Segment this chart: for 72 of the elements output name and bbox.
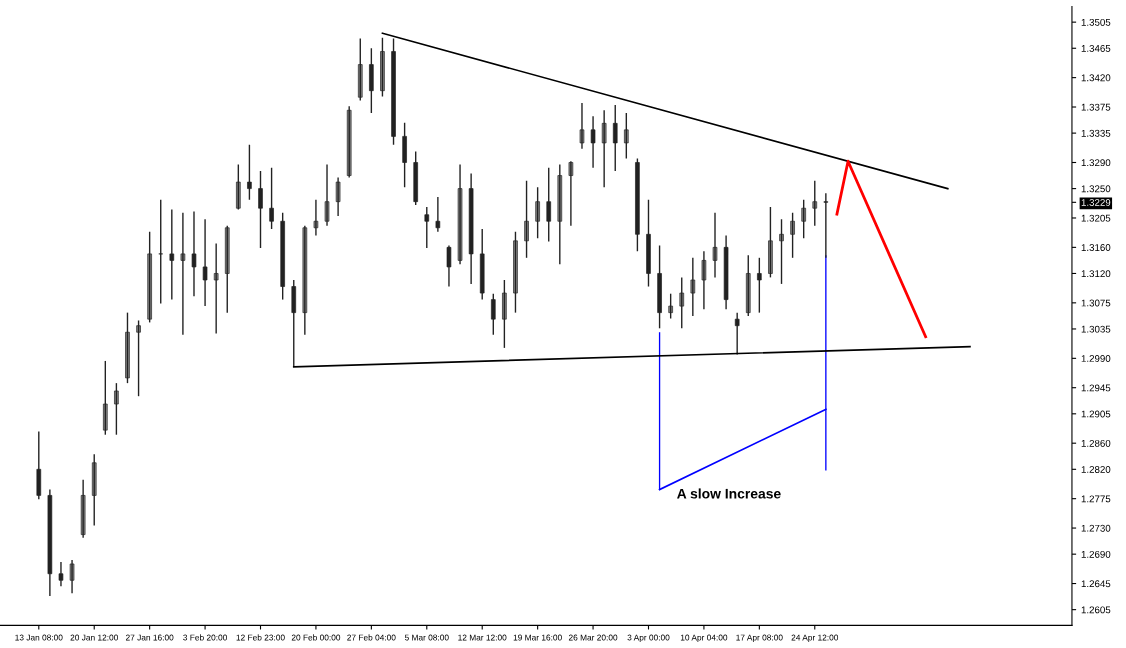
candlestick — [236, 163, 241, 211]
candlestick — [668, 293, 673, 320]
y-tick-label: 1.3205 — [1081, 214, 1111, 222]
candlestick — [624, 112, 629, 160]
candlestick — [812, 180, 818, 227]
candlestick — [579, 102, 585, 150]
x-tick-label: 13 Jan 08:00 — [15, 634, 63, 641]
candlestick — [158, 199, 164, 305]
y-tick-label: 1.3465 — [1081, 44, 1111, 52]
candlestick — [269, 167, 274, 230]
x-tick-label: 27 Feb 04:00 — [347, 634, 396, 641]
candlestick — [546, 167, 552, 243]
x-tick-label: 20 Feb 00:00 — [291, 634, 341, 641]
candlestick — [823, 192, 829, 259]
candlestick — [479, 228, 485, 301]
x-tick-label: 17 Apr 08:00 — [736, 634, 783, 643]
x-tick-label: 19 Mar 16:00 — [513, 634, 562, 641]
y-tick-label: 1.3120 — [1081, 270, 1111, 278]
y-tick-label: 1.3229 — [1081, 199, 1111, 206]
candlestick — [114, 382, 119, 436]
annotation: A slow Increase — [677, 488, 781, 499]
x-tick-label: 10 Apr 04:00 — [680, 634, 728, 643]
candlestick — [58, 561, 64, 587]
y-tick-label: 1.2730 — [1081, 524, 1111, 532]
x-tick-label: 3 Feb 20:00 — [183, 634, 227, 641]
candlestick — [202, 218, 208, 307]
x-tick-label: 12 Mar 12:00 — [458, 634, 507, 641]
candlestick — [258, 170, 263, 249]
y-tick-label: 1.2860 — [1081, 439, 1111, 447]
candlestick — [324, 163, 330, 227]
y-tick-label: 1.2820 — [1081, 466, 1111, 473]
y-tick-label: 1.3160 — [1081, 244, 1111, 251]
candlestick — [535, 186, 540, 239]
y-tick-label: 1.2905 — [1081, 410, 1111, 418]
y-tick-label: 1.2990 — [1081, 355, 1111, 362]
x-tick-label: 26 Mar 20:00 — [568, 634, 618, 641]
y-tick-label: 1.2775 — [1081, 495, 1111, 503]
y-tick-label: 1.3505 — [1081, 18, 1111, 26]
candlestick — [679, 276, 685, 329]
candlestick — [590, 115, 596, 169]
y-tick-label: 1.2945 — [1081, 384, 1111, 392]
y-tick-label: 1.2690 — [1081, 550, 1111, 558]
candlestick — [801, 199, 806, 239]
y-tick-label: 1.3290 — [1081, 159, 1111, 167]
x-tick-label: 20 Jan 12:00 — [70, 634, 118, 641]
candlestick — [424, 206, 430, 249]
y-tick-label: 1.2605 — [1081, 606, 1111, 614]
y-tick-label: 1.3375 — [1081, 103, 1111, 111]
x-tick-label: 27 Jan 16:00 — [125, 634, 174, 641]
candlestick — [446, 244, 452, 288]
y-tick-label: 1.3335 — [1081, 129, 1111, 137]
x-tick-label: 12 Feb 23:00 — [236, 634, 285, 641]
y-tick-label: 1.3250 — [1081, 185, 1111, 193]
y-tick-label: 1.3035 — [1081, 325, 1111, 333]
candlestick — [757, 257, 762, 314]
candlestick — [701, 250, 707, 311]
candlestick — [136, 319, 141, 397]
candlestick — [612, 104, 618, 172]
y-tick-label: 1.3075 — [1081, 299, 1111, 307]
candlestick — [247, 144, 252, 201]
candlestick — [712, 212, 718, 279]
candlestick — [491, 293, 496, 336]
candlestick — [191, 210, 197, 298]
candlestick — [69, 559, 75, 595]
x-tick-label: 5 Mar 08:00 — [404, 634, 449, 641]
candlestick — [502, 279, 507, 349]
y-tick-label: 1.2645 — [1081, 580, 1111, 588]
x-tick-label: 3 Apr 00:00 — [627, 634, 670, 643]
x-tick-label: 24 Apr 12:00 — [791, 634, 839, 643]
y-tick-label: 1.3420 — [1081, 74, 1111, 82]
candlestick — [103, 360, 108, 436]
candlestick — [790, 212, 795, 259]
